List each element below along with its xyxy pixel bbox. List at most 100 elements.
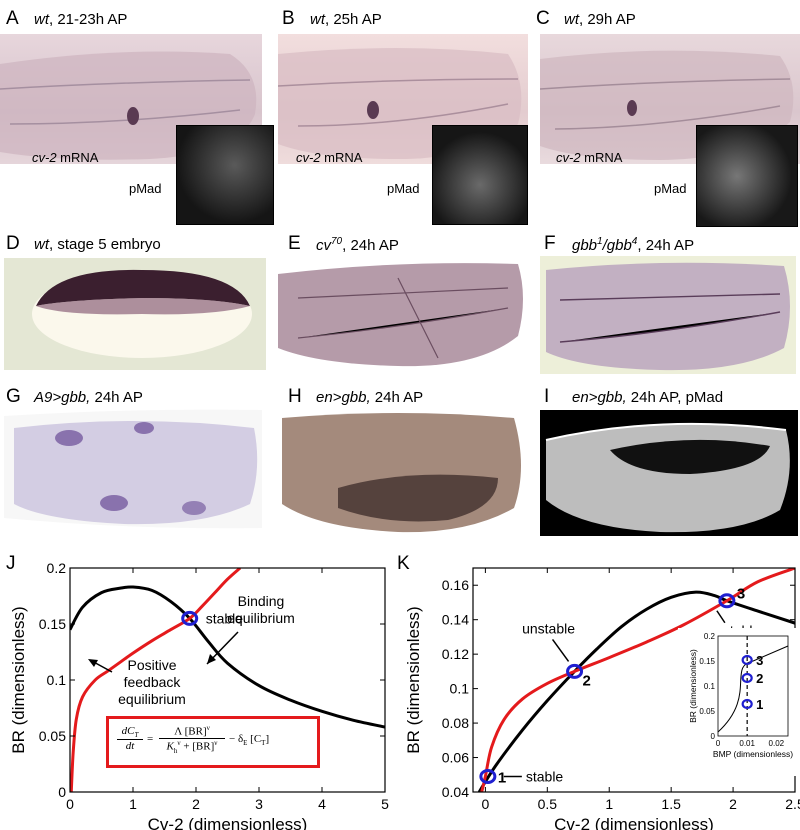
series-line-feedback <box>70 568 242 792</box>
x-tick-label: 0.5 <box>538 796 558 812</box>
x-tick-label: 1 <box>129 796 137 812</box>
inset-point-label: 1 <box>756 697 763 712</box>
inset-x-axis-label: BMP (dimensionless) <box>713 749 793 759</box>
arrow-feedback-head <box>88 659 98 667</box>
x-tick-label: 2.5 <box>785 796 800 812</box>
inset-point-marker <box>741 698 753 710</box>
panel-g-wing-image <box>4 408 266 530</box>
inset-y-axis-label: BR (dimensionless) <box>688 649 698 723</box>
equation-box: dCT dt = Λ [BR]ν Khν + [BR]ν − δE [CT] <box>106 716 320 768</box>
y-tick-label: 0.06 <box>442 750 469 766</box>
y-tick-label: 0 <box>58 784 66 800</box>
panel-letter-k: K <box>397 553 410 574</box>
panel-letter-h: H <box>288 386 302 407</box>
panel-letter-b: B <box>282 8 295 29</box>
panel-letter-a: A <box>6 8 19 29</box>
inset-y-tick-label: 0 <box>711 732 716 741</box>
inset-x-tick-label: 0 <box>716 739 721 748</box>
annotation-binding-equilibrium: equilibrium <box>227 610 295 626</box>
x-tick-label: 3 <box>255 796 263 812</box>
panel-f-wing-image <box>540 256 796 374</box>
panel-a-pmad-inset <box>176 125 274 225</box>
equilibrium-point-marker <box>566 663 584 679</box>
inset-y-tick-label: 0.15 <box>699 657 715 666</box>
panel-letter-d: D <box>6 233 20 254</box>
panel-a-pmad-label: pMad <box>129 181 162 196</box>
panel-d-caption: wt, stage 5 embryo <box>34 236 161 253</box>
inset-point-marker <box>741 672 753 684</box>
x-tick-label: 2 <box>192 796 200 812</box>
panel-i-caption: en>gbb, 24h AP, pMad <box>572 389 724 406</box>
annotation-stable-1: stable <box>526 768 564 784</box>
panel-e-caption: cv70, 24h AP <box>316 236 399 254</box>
x-tick-label: 1 <box>605 796 613 812</box>
annotation-positive-feedback: equilibrium <box>118 691 186 707</box>
x-tick-label: 0 <box>66 796 74 812</box>
y-tick-label: 0.2 <box>47 560 67 576</box>
panel-c-mrna-label: cv-2 mRNA <box>556 150 623 165</box>
panel-letter-g: G <box>6 386 21 407</box>
equilibrium-point-marker <box>718 593 736 609</box>
inset-y-tick-label: 0.05 <box>699 707 715 716</box>
panel-f-caption: gbb1/gbb4, 24h AP <box>572 236 695 254</box>
annotation-positive-feedback: Positive <box>127 657 176 673</box>
x-tick-label: 2 <box>729 796 737 812</box>
y-tick-label: 0.1 <box>47 672 67 688</box>
annotation-unstable: unstable <box>522 620 575 636</box>
panel-letter-c: C <box>536 8 550 29</box>
y-tick-label: 0.05 <box>39 728 66 744</box>
y-tick-label: 0.1 <box>450 681 470 697</box>
x-tick-label: 5 <box>381 796 389 812</box>
panel-letter-j: J <box>6 553 16 574</box>
equilibrium-point-marker <box>181 610 199 626</box>
x-tick-label: 4 <box>318 796 326 812</box>
y-tick-label: 0.14 <box>442 612 469 628</box>
x-axis-label: Cv-2 (dimensionless) <box>148 815 308 830</box>
inset-y-tick-label: 0.2 <box>704 632 716 641</box>
panel-d-embryo-image <box>4 258 266 370</box>
equilibrium-point-marker <box>479 768 497 784</box>
panel-c-caption: wt, 29h AP <box>564 11 636 28</box>
series-line-feedback <box>480 568 795 792</box>
panel-b-pmad-inset <box>432 125 528 225</box>
panel-letter-e: E <box>288 233 301 254</box>
chart-j: 0 1 2 3 4 5 0 0.05 0.1 0.15 0.2 Cv-2 (dimensionless… <box>9 560 389 830</box>
annotation-binding-equilibrium: Binding <box>238 593 285 609</box>
inset-x-tick-label: 0.01 <box>739 739 755 748</box>
arrow-stable-3 <box>716 610 726 624</box>
y-tick-label: 0.16 <box>442 577 469 593</box>
inset-y-tick-label: 0.1 <box>704 682 716 691</box>
y-axis-label: BR (dimensionless) <box>404 606 423 753</box>
inset-background <box>678 628 796 776</box>
arrow-unstable <box>551 638 570 662</box>
panel-a-mrna-label: cv-2 mRNA <box>32 150 99 165</box>
panel-letter-f: F <box>544 233 556 254</box>
annotation-stable: stable <box>206 610 244 626</box>
panel-h-wing-image <box>278 408 528 536</box>
y-tick-label: 0.08 <box>442 715 469 731</box>
x-tick-label: 0 <box>481 796 489 812</box>
panel-i-pmad-image <box>540 410 798 536</box>
panel-e-wing-image <box>278 258 528 370</box>
panel-g-caption: A9>gbb, 24h AP <box>34 389 143 406</box>
x-axis-label: Cv-2 (dimensionless) <box>554 815 714 830</box>
y-tick-label: 0.04 <box>442 784 469 800</box>
panel-letter-i: I <box>544 386 550 407</box>
y-tick-label: 0.15 <box>39 616 66 632</box>
chart-k: 00.511.522.50.040.060.080.10.120.140.16C… <box>404 567 800 830</box>
inset-point-label: 2 <box>756 671 763 686</box>
annotation-positive-feedback: feedback <box>124 674 182 690</box>
arrow-binding-head <box>207 654 216 664</box>
equilibrium-point-label: 2 <box>583 672 591 689</box>
equilibrium-point-label: 1 <box>498 769 506 786</box>
panel-c-pmad-label: pMad <box>654 181 687 196</box>
panel-c-pmad-inset <box>696 125 798 227</box>
panel-b-mrna-label: cv-2 mRNA <box>296 150 363 165</box>
panel-a-caption: wt, 21-23h AP <box>34 11 128 28</box>
panel-h-caption: en>gbb, 24h AP <box>316 389 424 406</box>
series-line-binding <box>477 590 795 792</box>
equilibrium-point-label: 3 <box>737 586 745 603</box>
inset-point-label: 3 <box>756 653 763 668</box>
inset-frame <box>717 635 789 737</box>
panel-b-pmad-label: pMad <box>387 181 420 196</box>
